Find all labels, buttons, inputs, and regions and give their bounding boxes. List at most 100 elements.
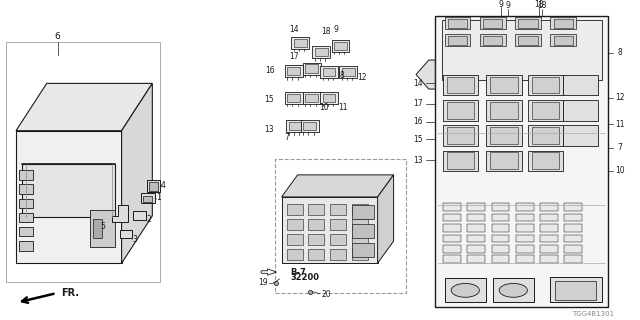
- Bar: [133, 211, 146, 220]
- Polygon shape: [416, 60, 435, 89]
- Text: 2: 2: [146, 215, 151, 224]
- Bar: [443, 214, 461, 221]
- Text: 10: 10: [614, 166, 625, 175]
- Text: 17: 17: [289, 52, 300, 61]
- Bar: [19, 170, 33, 180]
- Text: 15: 15: [264, 95, 274, 104]
- Text: 11: 11: [615, 120, 624, 129]
- Bar: [447, 152, 474, 169]
- Bar: [352, 249, 368, 260]
- Bar: [467, 235, 485, 242]
- Bar: [563, 125, 598, 146]
- Bar: [332, 40, 349, 52]
- Bar: [301, 120, 319, 132]
- Bar: [486, 151, 522, 171]
- Bar: [330, 249, 346, 260]
- Bar: [287, 219, 303, 230]
- Bar: [528, 151, 563, 171]
- Bar: [563, 100, 598, 121]
- Bar: [443, 224, 461, 232]
- Bar: [443, 75, 478, 95]
- Text: 6: 6: [55, 32, 60, 41]
- Bar: [19, 227, 33, 236]
- Polygon shape: [112, 205, 128, 222]
- Bar: [342, 68, 355, 76]
- Polygon shape: [16, 84, 152, 131]
- Polygon shape: [122, 84, 152, 263]
- Bar: [518, 19, 538, 28]
- Bar: [320, 66, 338, 78]
- Bar: [287, 234, 303, 245]
- Text: 19: 19: [258, 278, 268, 287]
- Text: FR.: FR.: [61, 288, 79, 298]
- Text: 32200: 32200: [291, 273, 319, 282]
- Bar: [334, 42, 347, 50]
- Bar: [443, 125, 478, 146]
- Bar: [492, 214, 509, 221]
- Bar: [287, 94, 300, 102]
- Text: 9: 9: [333, 25, 339, 34]
- Bar: [532, 102, 559, 119]
- Bar: [550, 35, 576, 46]
- Bar: [486, 100, 522, 121]
- Bar: [287, 249, 303, 260]
- Bar: [352, 204, 368, 215]
- Bar: [492, 235, 509, 242]
- Bar: [275, 159, 406, 293]
- Bar: [480, 17, 506, 29]
- Bar: [493, 278, 534, 302]
- Bar: [515, 17, 541, 29]
- Bar: [564, 235, 582, 242]
- Bar: [483, 19, 502, 28]
- Bar: [516, 255, 534, 263]
- Polygon shape: [282, 197, 378, 263]
- Bar: [486, 125, 522, 146]
- Bar: [442, 20, 602, 80]
- Bar: [564, 245, 582, 252]
- Circle shape: [451, 284, 479, 297]
- Bar: [467, 255, 485, 263]
- Text: 12: 12: [357, 73, 367, 82]
- Bar: [516, 204, 534, 211]
- Bar: [291, 37, 309, 49]
- Bar: [330, 204, 346, 215]
- Text: 10: 10: [319, 103, 329, 113]
- Bar: [323, 94, 335, 102]
- Bar: [564, 224, 582, 232]
- Bar: [19, 241, 33, 251]
- Bar: [289, 122, 301, 130]
- Text: 3: 3: [132, 235, 137, 244]
- Bar: [564, 204, 582, 211]
- Text: 1: 1: [156, 193, 161, 202]
- Text: 7: 7: [617, 143, 622, 152]
- Bar: [443, 255, 461, 263]
- Bar: [286, 120, 304, 132]
- Text: 14: 14: [289, 25, 300, 34]
- Bar: [339, 66, 357, 78]
- Text: 13: 13: [264, 124, 274, 134]
- Text: 8: 8: [617, 48, 622, 57]
- Bar: [540, 245, 558, 252]
- Bar: [492, 255, 509, 263]
- Bar: [448, 19, 467, 28]
- Text: 8: 8: [339, 71, 344, 80]
- Polygon shape: [282, 175, 394, 197]
- Bar: [540, 214, 558, 221]
- Bar: [330, 219, 346, 230]
- Bar: [308, 249, 324, 260]
- Bar: [518, 36, 538, 45]
- Bar: [308, 204, 324, 215]
- Bar: [320, 92, 338, 104]
- Text: 15: 15: [413, 135, 422, 144]
- Bar: [555, 281, 596, 300]
- Bar: [143, 196, 152, 202]
- Bar: [467, 214, 485, 221]
- Bar: [467, 204, 485, 211]
- Bar: [312, 46, 330, 58]
- Bar: [516, 214, 534, 221]
- Bar: [303, 92, 321, 104]
- Bar: [330, 234, 346, 245]
- Bar: [490, 102, 518, 119]
- Bar: [532, 152, 559, 169]
- Text: 9: 9: [506, 1, 510, 10]
